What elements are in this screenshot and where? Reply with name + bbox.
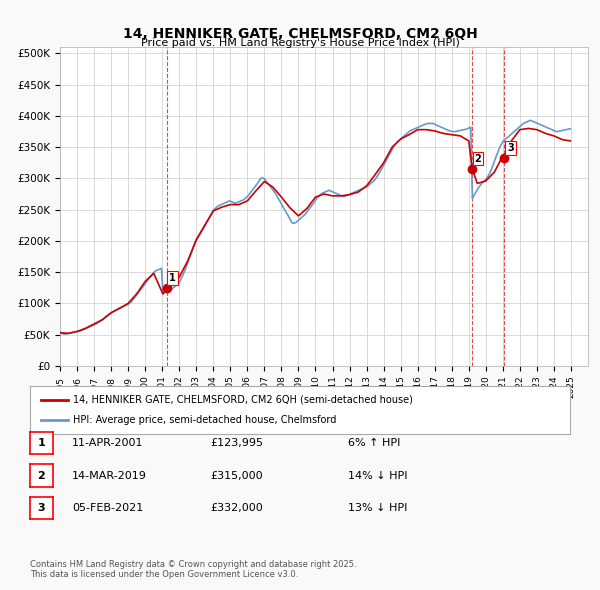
Text: 13% ↓ HPI: 13% ↓ HPI xyxy=(348,503,407,513)
Text: Price paid vs. HM Land Registry's House Price Index (HPI): Price paid vs. HM Land Registry's House … xyxy=(140,38,460,48)
Text: 1: 1 xyxy=(38,438,45,448)
Text: Contains HM Land Registry data © Crown copyright and database right 2025.
This d: Contains HM Land Registry data © Crown c… xyxy=(30,560,356,579)
Text: £315,000: £315,000 xyxy=(210,471,263,480)
Text: 14% ↓ HPI: 14% ↓ HPI xyxy=(348,471,407,480)
Text: £332,000: £332,000 xyxy=(210,503,263,513)
Text: 2: 2 xyxy=(38,471,45,480)
Text: HPI: Average price, semi-detached house, Chelmsford: HPI: Average price, semi-detached house,… xyxy=(73,415,337,425)
Text: 11-APR-2001: 11-APR-2001 xyxy=(72,438,143,448)
Text: 1: 1 xyxy=(169,273,176,283)
Text: 14, HENNIKER GATE, CHELMSFORD, CM2 6QH (semi-detached house): 14, HENNIKER GATE, CHELMSFORD, CM2 6QH (… xyxy=(73,395,413,405)
Text: 6% ↑ HPI: 6% ↑ HPI xyxy=(348,438,400,448)
Text: 14, HENNIKER GATE, CHELMSFORD, CM2 6QH: 14, HENNIKER GATE, CHELMSFORD, CM2 6QH xyxy=(122,27,478,41)
Text: £123,995: £123,995 xyxy=(210,438,263,448)
Text: 05-FEB-2021: 05-FEB-2021 xyxy=(72,503,143,513)
Text: 3: 3 xyxy=(507,143,514,153)
Text: 2: 2 xyxy=(475,153,481,163)
Text: 14-MAR-2019: 14-MAR-2019 xyxy=(72,471,147,480)
Text: 3: 3 xyxy=(38,503,45,513)
